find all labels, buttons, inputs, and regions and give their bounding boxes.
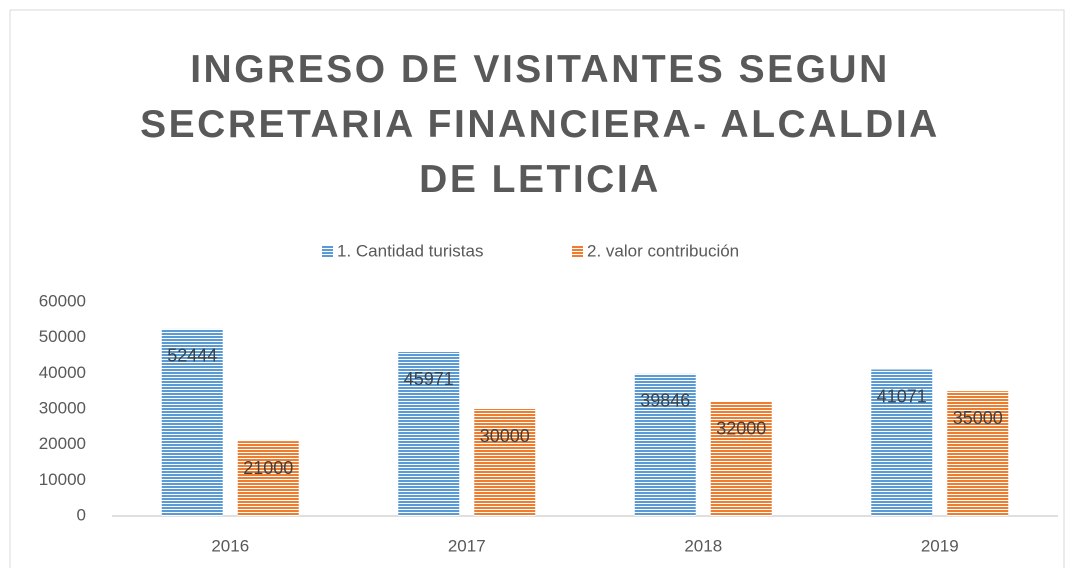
data-label: 45971 — [404, 369, 454, 389]
bar — [474, 409, 536, 516]
data-label: 32000 — [716, 419, 766, 439]
legend-swatch — [572, 246, 583, 257]
y-tick-label: 30000 — [39, 398, 86, 417]
x-tick-label: 2017 — [448, 536, 486, 555]
x-tick-label: 2018 — [684, 536, 722, 555]
legend-label: 1. Cantidad turistas — [337, 241, 483, 260]
data-label: 41071 — [877, 386, 927, 406]
bar — [947, 391, 1009, 516]
y-tick-label: 60000 — [39, 291, 86, 310]
bar — [871, 369, 933, 516]
y-tick-label: 50000 — [39, 327, 86, 346]
x-tick-label: 2019 — [921, 536, 959, 555]
data-label: 35000 — [953, 408, 1003, 428]
chart-title: INGRESO DE VISITANTES SEGUN SECRETARIA F… — [140, 48, 940, 201]
x-tick-label: 2016 — [211, 536, 249, 555]
y-tick-label: 0 — [77, 505, 86, 524]
bar — [710, 401, 772, 516]
bar — [634, 373, 696, 516]
legend-swatch — [322, 246, 333, 257]
y-tick-label: 10000 — [39, 470, 86, 489]
y-tick-label: 20000 — [39, 434, 86, 453]
data-label: 30000 — [480, 426, 530, 446]
bar — [398, 352, 460, 516]
data-label: 21000 — [243, 458, 293, 478]
data-label: 52444 — [167, 346, 217, 366]
data-label: 39846 — [640, 391, 690, 411]
y-tick-label: 40000 — [39, 363, 86, 382]
chart-border — [9, 9, 1065, 568]
legend-label: 2. valor contribución — [587, 241, 739, 260]
bar — [161, 328, 223, 516]
bar — [237, 441, 299, 516]
